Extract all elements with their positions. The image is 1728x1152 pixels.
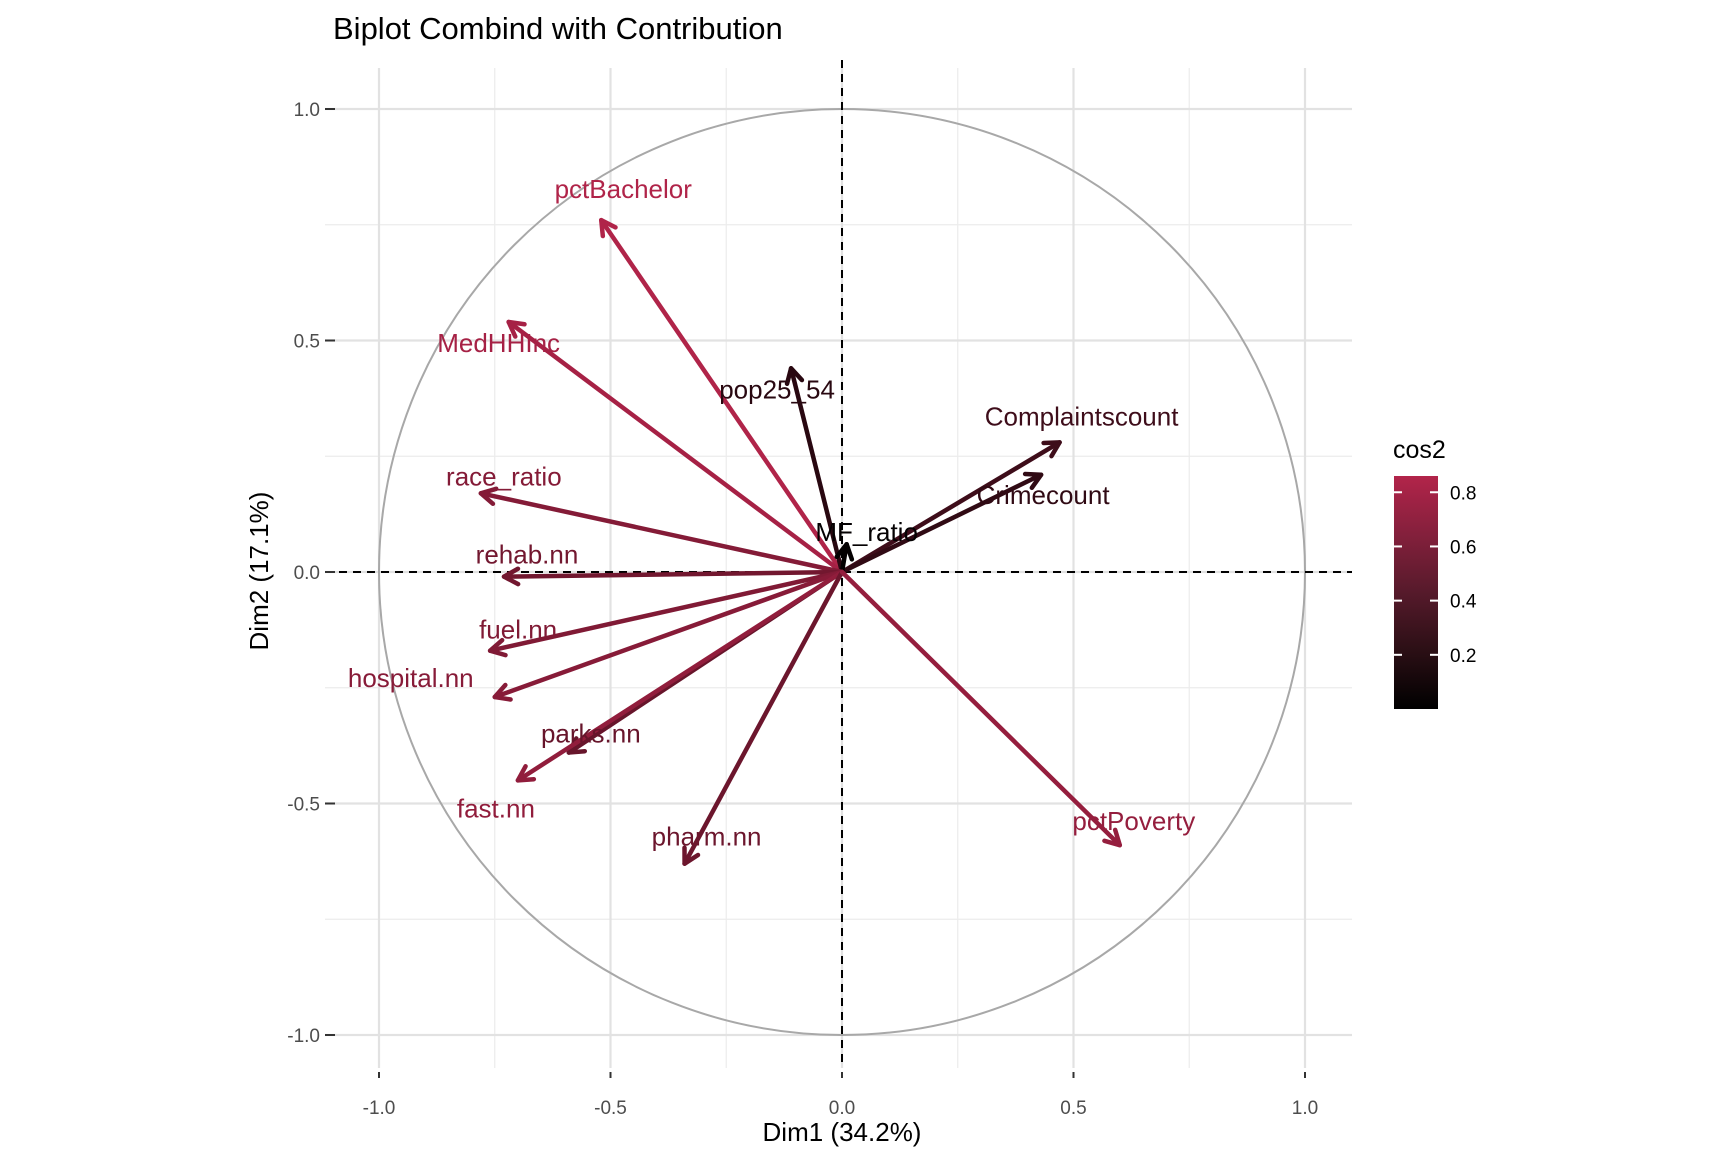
variable-labels: pctBachelor MedHHInc pop25_54 Complaintscou… xyxy=(348,174,1195,852)
y-tick-label: 0.0 xyxy=(294,563,320,584)
arrow-head xyxy=(834,541,855,562)
arrow-head xyxy=(784,366,805,387)
legend-tick-label: 0.2 xyxy=(1450,646,1476,667)
arrow-MF_ratio xyxy=(834,541,855,575)
arrow-rehab.nn xyxy=(501,566,845,587)
arrow-Complaintscount xyxy=(839,440,1062,575)
arrow-shaft xyxy=(839,472,1044,575)
arrow-shaft xyxy=(515,569,845,783)
arrow-Crimecount xyxy=(839,471,1044,575)
variable-label-pctPoverty: pctPoverty xyxy=(1072,806,1195,836)
arrow-head xyxy=(598,217,618,239)
arrow-head xyxy=(515,764,537,783)
arrow-shaft xyxy=(487,569,845,653)
legend-colorbar xyxy=(1394,476,1438,709)
arrow-MedHHInc xyxy=(506,319,845,575)
legend-title: cos2 xyxy=(1393,436,1446,464)
legend-tick-label: 0.8 xyxy=(1450,483,1476,504)
x-tick-label: 0.0 xyxy=(829,1098,855,1119)
variable-label-fast.nn: fast.nn xyxy=(457,793,535,823)
x-tick-label: -0.5 xyxy=(594,1098,627,1119)
legend: cos2 0.2 0.4 0.6 0.8 xyxy=(1393,436,1477,709)
arrow-pop25_54 xyxy=(784,366,845,575)
variable-label-Complaintscount: Complaintscount xyxy=(985,401,1179,431)
variable-label-pctBachelor: pctBachelor xyxy=(555,174,693,204)
y-axis-label: Dim2 (17.1%) xyxy=(244,492,274,651)
arrow-hospital.nn xyxy=(492,569,845,702)
arrow-fast.nn xyxy=(515,569,845,783)
variable-label-MedHHInc: MedHHInc xyxy=(437,328,560,358)
arrow-head xyxy=(1102,827,1123,848)
arrow-shaft xyxy=(682,569,845,866)
variable-label-pharm.nn: pharm.nn xyxy=(652,822,762,852)
arrow-pctPoverty xyxy=(839,569,1123,848)
arrow-shaft xyxy=(598,217,845,575)
chart-title: Biplot Combind with Contribution xyxy=(333,11,783,46)
y-tick-label: -0.5 xyxy=(287,795,320,816)
arrow-head xyxy=(506,319,527,339)
x-tick-label: 0.5 xyxy=(1060,1098,1086,1119)
arrow-race_ratio xyxy=(478,486,845,575)
arrow-head xyxy=(1022,471,1044,491)
y-tick-label: 1.0 xyxy=(294,100,320,121)
arrow-shaft xyxy=(788,366,845,575)
x-tick-label: 1.0 xyxy=(1292,1098,1318,1119)
legend-tick-label: 0.4 xyxy=(1450,592,1477,613)
arrow-head xyxy=(682,845,701,866)
arrow-shaft xyxy=(501,569,845,579)
arrow-shaft xyxy=(839,541,849,575)
y-tick-label: -1.0 xyxy=(287,1026,320,1047)
variable-arrows xyxy=(478,217,1123,866)
legend-tick-label: 0.6 xyxy=(1450,537,1476,558)
arrow-shaft xyxy=(492,569,845,700)
variable-label-fuel.nn: fuel.nn xyxy=(479,615,557,645)
arrow-head xyxy=(478,486,499,507)
variable-label-race_ratio: race_ratio xyxy=(446,461,562,491)
axis-ticks: -1.0 -0.5 0.0 0.5 1.0 1.0 0.5 0.0 -0.5 -1.0 xyxy=(287,100,1318,1119)
arrow-shaft xyxy=(478,491,845,575)
arrow-shaft xyxy=(506,319,845,575)
arrow-head xyxy=(501,566,521,587)
y-tick-label: 0.5 xyxy=(294,332,320,353)
variable-label-hospital.nn: hospital.nn xyxy=(348,663,474,693)
arrow-head xyxy=(492,682,513,702)
variable-label-rehab.nn: rehab.nn xyxy=(476,540,579,570)
arrow-fuel.nn xyxy=(487,569,845,658)
variable-label-MF_ratio: MF_ratio xyxy=(815,517,918,547)
arrow-head xyxy=(487,637,508,658)
arrow-pharm.nn xyxy=(682,569,845,866)
arrow-head xyxy=(1041,440,1062,459)
arrow-shaft xyxy=(839,440,1062,575)
variable-label-pop25_54: pop25_54 xyxy=(719,374,835,404)
variable-label-parks.nn: parks.nn xyxy=(541,719,641,749)
x-axis-label: Dim1 (34.2%) xyxy=(763,1117,922,1147)
legend-ticks: 0.2 0.4 0.6 0.8 xyxy=(1394,483,1477,667)
arrow-pctBachelor xyxy=(598,217,845,575)
arrow-shaft xyxy=(839,569,1123,848)
variable-label-Crimecount: Crimecount xyxy=(977,480,1111,510)
x-tick-label: -1.0 xyxy=(363,1098,396,1119)
